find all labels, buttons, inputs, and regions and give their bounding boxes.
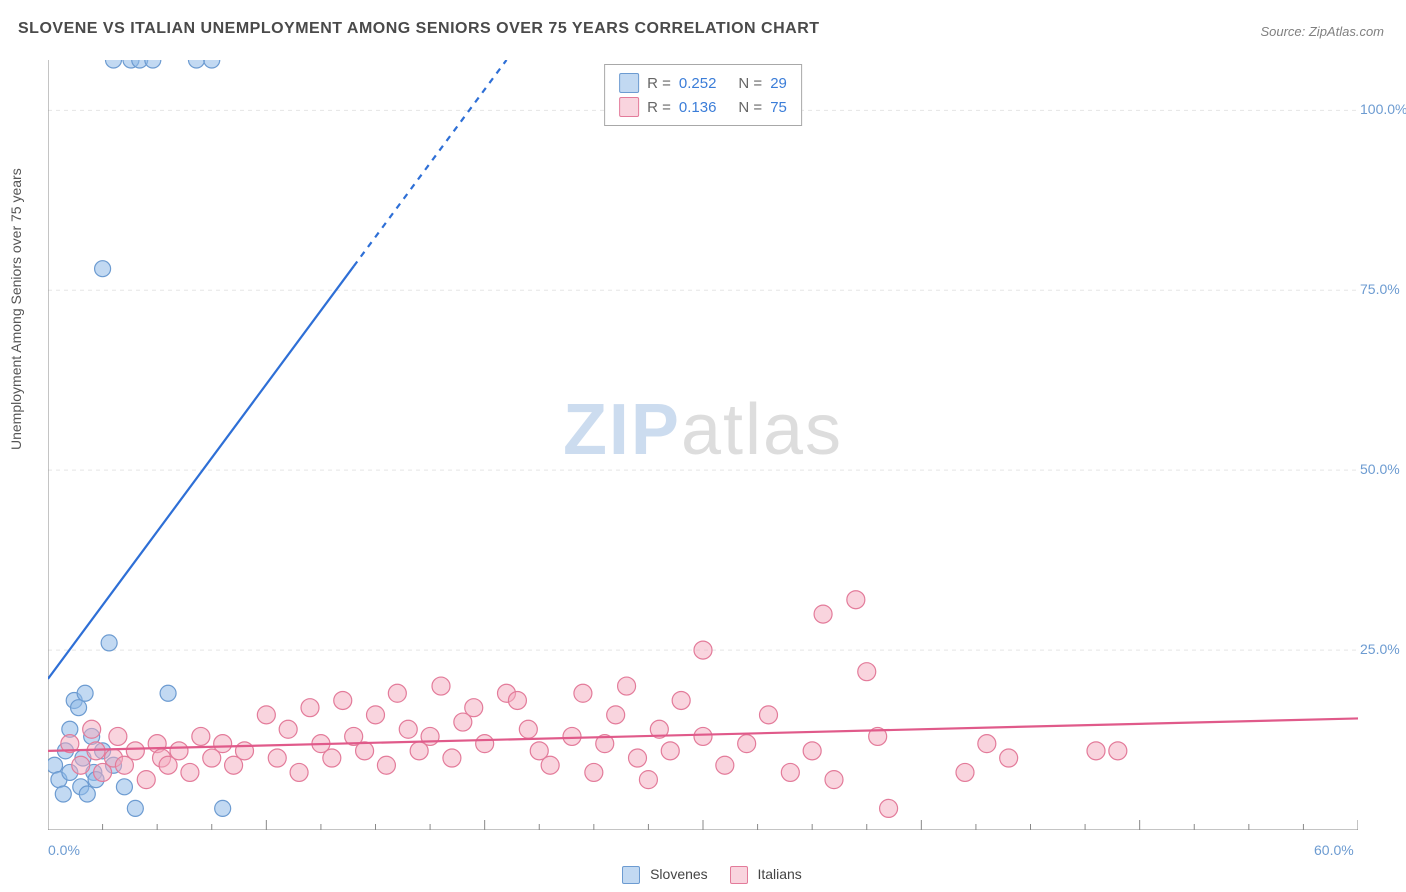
n-value: 29	[770, 75, 787, 92]
y-tick-label: 100.0%	[1360, 101, 1406, 117]
n-label: N =	[738, 75, 762, 92]
source-attribution: Source: ZipAtlas.com	[1260, 24, 1384, 39]
swatch-icon	[730, 866, 748, 884]
r-value: 0.252	[679, 75, 717, 92]
legend-row-slovenes: R = 0.252 N = 29	[619, 71, 787, 95]
x-tick-label: 60.0%	[1314, 842, 1354, 858]
scatter-chart	[48, 60, 1358, 830]
legend-label-italians: Italians	[757, 866, 801, 882]
plot-area: ZIPatlas R = 0.252 N = 29 R = 0.136 N = …	[48, 60, 1358, 830]
r-label: R =	[647, 99, 671, 116]
legend-label-slovenes: Slovenes	[650, 866, 708, 882]
y-tick-label: 25.0%	[1360, 641, 1406, 657]
r-value: 0.136	[679, 99, 717, 116]
chart-title: SLOVENE VS ITALIAN UNEMPLOYMENT AMONG SE…	[18, 20, 820, 38]
x-tick-label: 0.0%	[48, 842, 80, 858]
r-label: R =	[647, 75, 671, 92]
y-tick-label: 75.0%	[1360, 281, 1406, 297]
swatch-icon	[619, 97, 639, 117]
y-tick-label: 50.0%	[1360, 461, 1406, 477]
legend-row-italians: R = 0.136 N = 75	[619, 95, 787, 119]
swatch-icon	[619, 73, 639, 93]
correlation-legend: R = 0.252 N = 29 R = 0.136 N = 75	[604, 64, 802, 126]
swatch-icon	[622, 866, 640, 884]
y-axis-label: Unemployment Among Seniors over 75 years	[8, 168, 24, 450]
n-label: N =	[738, 99, 762, 116]
n-value: 75	[770, 99, 787, 116]
series-legend: Slovenes Italians	[0, 866, 1406, 884]
